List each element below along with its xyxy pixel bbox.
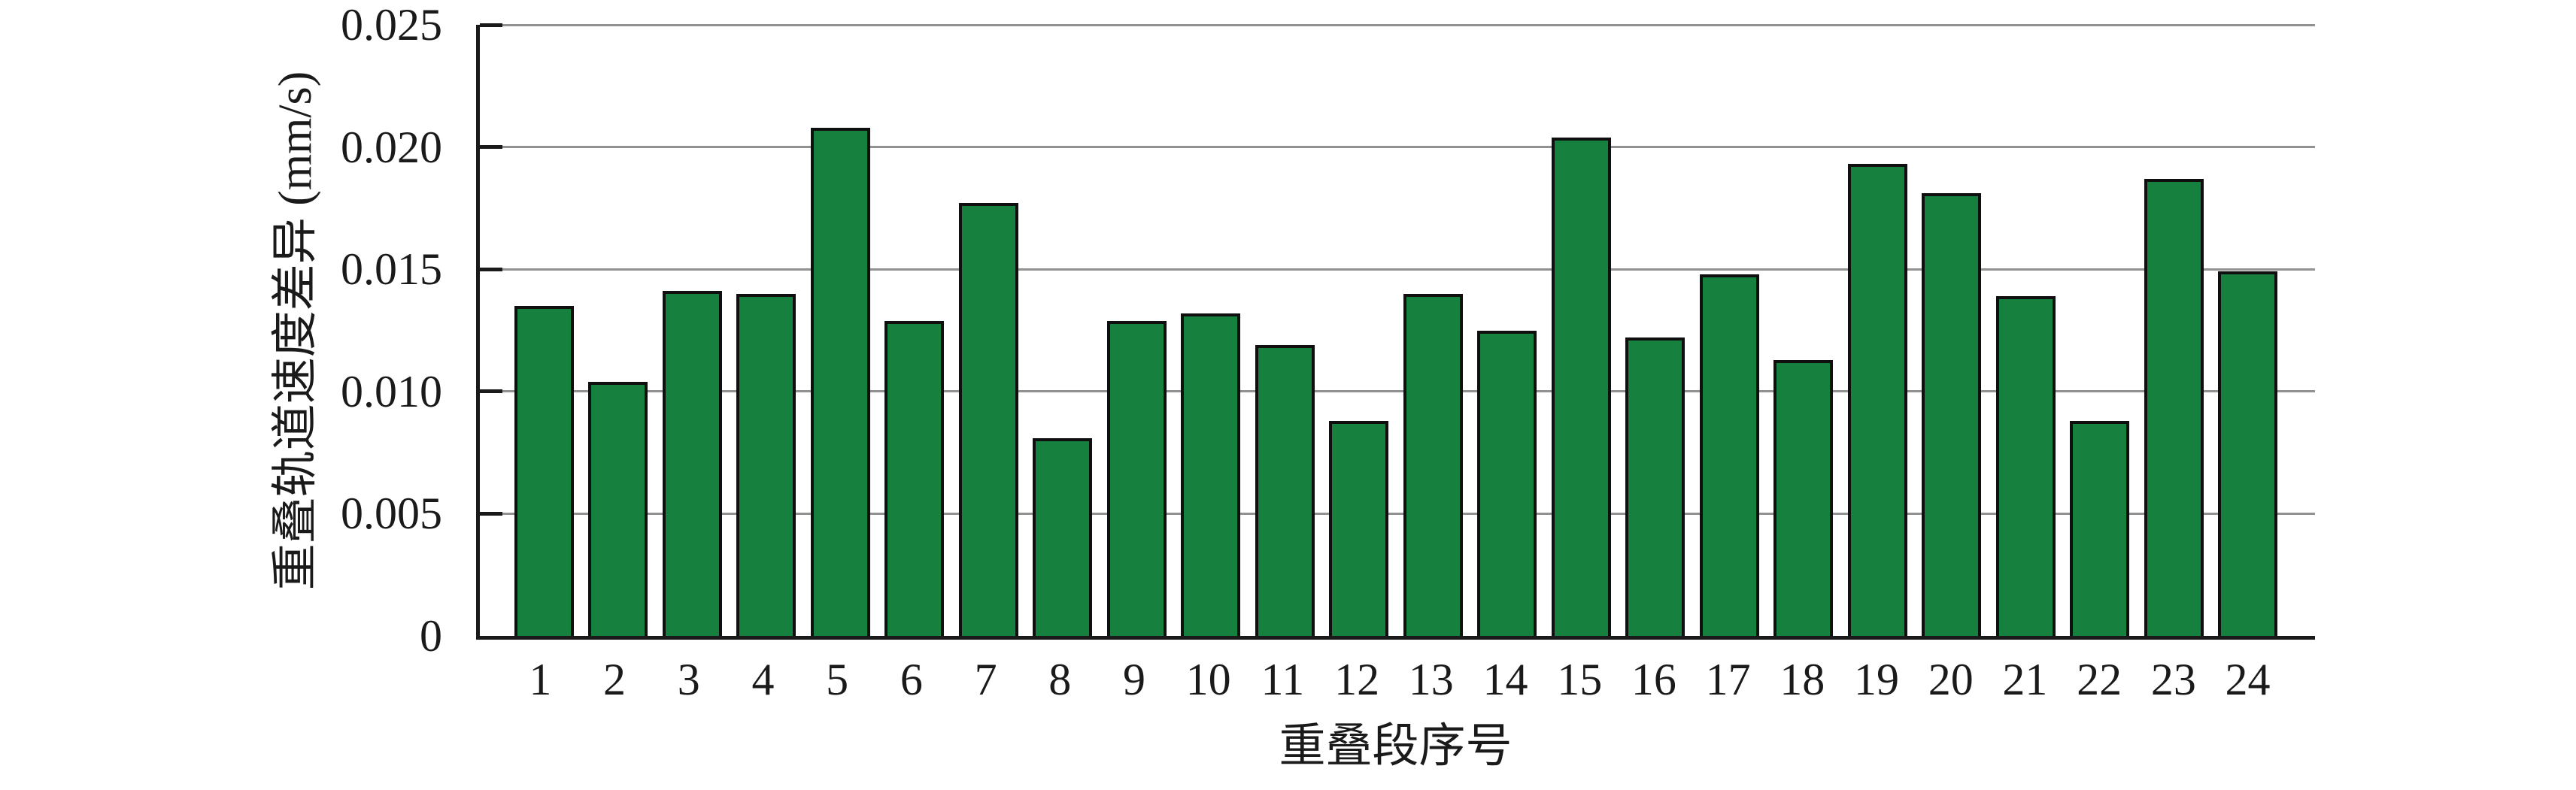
bar-slot	[507, 25, 581, 636]
bar-slot	[581, 25, 656, 636]
y-tick-mark	[480, 511, 502, 516]
x-tick-label: 14	[1482, 655, 1528, 704]
bar	[1255, 345, 1315, 636]
x-tick-label: 4	[751, 655, 775, 704]
bar-slot	[1100, 25, 1174, 636]
bar-slot	[803, 25, 878, 636]
bar-slot	[1544, 25, 1619, 636]
y-tick-label: 0.010	[341, 366, 442, 416]
bar	[1033, 437, 1093, 636]
bar	[1995, 295, 2056, 636]
bar	[1403, 293, 1463, 636]
bar	[2070, 420, 2130, 636]
y-tick-label: 0.020	[341, 122, 442, 172]
y-tick-mark	[480, 145, 502, 150]
bar-slot	[1915, 25, 1989, 636]
y-tick-mark	[480, 23, 502, 27]
x-tick-label: 23	[2150, 655, 2196, 704]
bar-slot	[2137, 25, 2211, 636]
bar	[2218, 271, 2278, 636]
x-tick-label: 22	[2077, 655, 2122, 704]
bar	[884, 320, 945, 636]
bar	[1625, 337, 1685, 636]
x-tick-label: 1	[529, 655, 552, 704]
x-tick-label: 2	[603, 655, 627, 704]
x-tick-label: 11	[1261, 655, 1305, 704]
x-tick-label: 13	[1408, 655, 1454, 704]
bar-slot	[2063, 25, 2138, 636]
bar-slot	[655, 25, 730, 636]
bar-slot	[1174, 25, 1249, 636]
bar	[514, 305, 574, 636]
bar-slot	[1767, 25, 1841, 636]
x-tick-label: 9	[1122, 655, 1145, 704]
bar	[1181, 313, 1241, 636]
bar-slot	[1989, 25, 2063, 636]
bar-slot	[878, 25, 952, 636]
x-tick-label: 20	[1928, 655, 1974, 704]
bar-slot	[1396, 25, 1470, 636]
x-tick-label: 15	[1557, 655, 1603, 704]
y-tick-mark	[480, 267, 502, 271]
bar-slot	[1322, 25, 1397, 636]
bars-container	[480, 25, 2315, 636]
x-tick-label: 7	[974, 655, 997, 704]
bar-slot	[951, 25, 1026, 636]
y-tick-mark	[480, 389, 502, 394]
x-axis-label: 重叠段序号	[1279, 721, 1513, 772]
bar-slot	[730, 25, 804, 636]
bar	[1106, 320, 1167, 636]
bar	[588, 381, 648, 636]
bar	[1699, 274, 1759, 636]
bar	[2144, 178, 2204, 636]
x-tick-label: 8	[1048, 655, 1072, 704]
gridline	[480, 512, 2315, 515]
x-tick-label: 17	[1705, 655, 1751, 704]
bar-slot	[1026, 25, 1100, 636]
x-tick-label: 12	[1334, 655, 1380, 704]
x-tick-label: 21	[2002, 655, 2048, 704]
x-tick-label: 18	[1780, 655, 1825, 704]
bar-slot	[1692, 25, 1767, 636]
y-tick-label: 0.005	[341, 489, 442, 539]
x-tick-labels: 1 2 3 4 5 6 7 8 9 10 11 12 13 14 15 16 17 18 19 20 21 22 23 24	[476, 657, 2315, 702]
bar-slot	[2211, 25, 2286, 636]
x-tick-label: 5	[826, 655, 849, 704]
bar	[1773, 359, 1834, 636]
bar	[1551, 137, 1611, 636]
bar	[1329, 420, 1389, 636]
bar	[1477, 330, 1537, 636]
bar-slot	[1840, 25, 1915, 636]
bar	[958, 203, 1018, 636]
gridline	[480, 146, 2315, 149]
gridline	[480, 268, 2315, 271]
x-tick-label: 19	[1854, 655, 1899, 704]
y-tick-label: 0.015	[341, 244, 442, 295]
x-tick-label: 10	[1185, 655, 1231, 704]
y-tick-label: 0.025	[341, 0, 442, 50]
x-tick-label: 16	[1631, 655, 1676, 704]
x-tick-label: 3	[677, 655, 700, 704]
bar	[1847, 164, 1907, 636]
bar	[736, 293, 796, 636]
x-tick-label: 6	[900, 655, 923, 704]
bar-slot	[1248, 25, 1322, 636]
bar	[1922, 193, 1982, 636]
gridline	[480, 23, 2315, 26]
bar	[810, 127, 870, 636]
x-tick-label: 24	[2225, 655, 2271, 704]
plot-area	[476, 23, 2315, 640]
bar-slot	[1470, 25, 1545, 636]
y-tick-label: 0	[420, 611, 442, 661]
gridline	[480, 390, 2315, 393]
bar	[662, 291, 722, 636]
bar-slot	[1619, 25, 1693, 636]
y-tick-labels: 0 0.005 0.010 0.015 0.020 0.025	[0, 2, 442, 658]
